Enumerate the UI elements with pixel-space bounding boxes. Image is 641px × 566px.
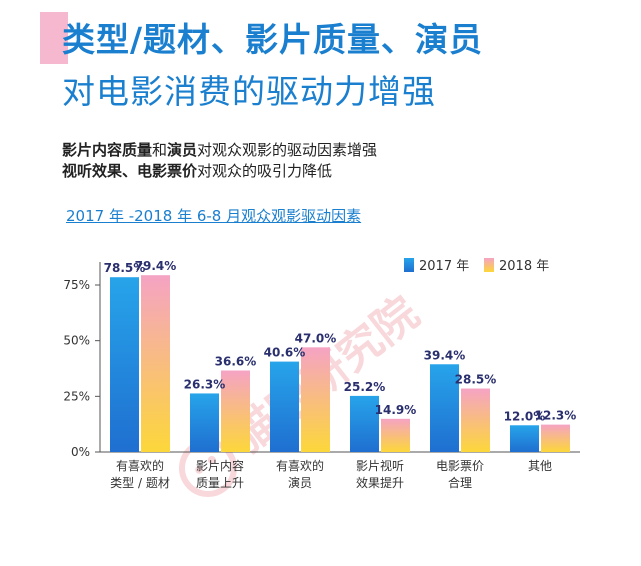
x-category-label: 有喜欢的 xyxy=(116,458,164,473)
x-category-label: 影片视听 xyxy=(356,458,404,473)
x-category-label: 其他 xyxy=(528,459,552,473)
data-label: 47.0% xyxy=(295,331,337,345)
data-label: 28.5% xyxy=(455,373,497,387)
x-category-label: 演员 xyxy=(288,475,312,490)
x-category-label: 质量上升 xyxy=(196,476,244,490)
bar-2018-cat-1 xyxy=(221,370,250,452)
data-label: 79.4% xyxy=(135,259,177,273)
data-label: 12.3% xyxy=(535,409,577,423)
y-tick-label: 25% xyxy=(63,389,90,403)
subtitle-and: 和 xyxy=(152,141,168,159)
x-category-label: 有喜欢的 xyxy=(276,458,324,473)
data-label: 25.2% xyxy=(344,380,386,394)
subtitle-bold-av-price: 视听效果、电影票价 xyxy=(62,162,198,180)
data-label: 12.0% xyxy=(504,409,546,423)
x-category-label: 影片内容 xyxy=(196,458,244,473)
chart-legend: 2017 年 2018 年 xyxy=(404,258,549,274)
bar-2017-cat-0 xyxy=(110,277,139,452)
data-label: 36.6% xyxy=(215,355,257,369)
title-accent-block xyxy=(40,12,68,64)
bar-2017-cat-2 xyxy=(270,361,299,452)
subtitle-line-2-rest: 对观众的吸引力降低 xyxy=(197,162,333,180)
bar-2017-cat-3 xyxy=(350,395,379,452)
subtitle-line-2: 视听效果、电影票价对观众的吸引力降低 xyxy=(62,160,332,181)
x-category-label: 合理 xyxy=(448,475,472,490)
data-label: 14.9% xyxy=(375,403,417,417)
bar-2017-cat-1 xyxy=(190,393,219,452)
legend-swatch-2017 xyxy=(404,258,414,272)
legend-swatch-2018 xyxy=(484,258,494,272)
y-tick-label: 75% xyxy=(63,278,90,292)
y-tick-label: 50% xyxy=(63,334,90,348)
x-category-label: 效果提升 xyxy=(356,475,404,490)
subtitle-line-1: 影片内容质量和演员对观众观影的驱动因素增强 xyxy=(62,139,377,160)
legend-label: 2018 年 xyxy=(499,259,549,274)
data-label: 40.6% xyxy=(264,346,306,360)
data-label: 39.4% xyxy=(424,348,466,362)
bar-2018-cat-2 xyxy=(301,347,330,452)
data-label: 26.3% xyxy=(184,377,226,391)
bar-2018-cat-4 xyxy=(461,388,490,452)
chart-title: 2017 年 -2018 年 6-8 月观众观影驱动因素 xyxy=(66,207,362,225)
bar-2018-cat-0 xyxy=(141,275,170,452)
x-category-label: 电影票价 xyxy=(436,459,484,473)
x-category-label: 类型 / 题材 xyxy=(110,476,170,490)
subtitle-bold-actors: 演员 xyxy=(167,141,198,159)
subtitle-line-1-rest: 对观众观影的驱动因素增强 xyxy=(197,141,378,159)
bar-2018-cat-3 xyxy=(381,418,410,452)
page-title-line-1: 类型/题材、影片质量、演员 xyxy=(62,20,484,59)
subtitle-bold-content-quality: 影片内容质量 xyxy=(62,141,153,159)
y-tick-label: 0% xyxy=(71,445,90,459)
bar-2017-cat-4 xyxy=(430,364,459,452)
bar-2017-cat-5 xyxy=(510,425,539,452)
legend-label: 2017 年 xyxy=(419,259,469,274)
page-title-line-2: 对电影消费的驱动力增强 xyxy=(62,72,436,111)
bar-2018-cat-5 xyxy=(541,424,570,452)
data-label: 78.5% xyxy=(104,261,146,275)
